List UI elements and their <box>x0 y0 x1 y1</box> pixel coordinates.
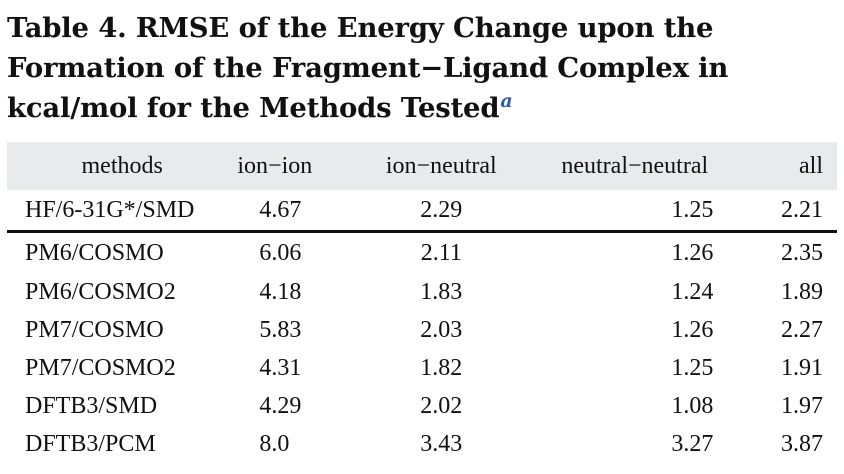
cell-all: 1.91 <box>781 354 823 381</box>
cell-ion-ion: 8.0 <box>259 430 290 457</box>
table-row: HF/6-31G*/SMD 4.67 2.29 1.25 2.21 <box>7 190 837 232</box>
cell-ion-neutral: 2.29 <box>420 196 463 223</box>
table-row: PM6/COSMO 6.06 2.11 1.26 2.35 <box>7 230 837 273</box>
cell-all: 1.97 <box>781 392 823 419</box>
cell-method: PM7/COSMO <box>25 316 164 343</box>
cell-ion-neutral: 2.11 <box>364 230 519 273</box>
cell-neutral-neutral: 1.25 <box>671 354 714 381</box>
cell-all: 1.89 <box>781 278 823 305</box>
cell-ion-neutral: 1.82 <box>420 354 463 381</box>
header-methods: methods <box>81 152 163 179</box>
rmse-table: methods ion−ion ion−neutral neutral−neut… <box>7 142 837 463</box>
caption-text: Table 4. RMSE of the Energy Change upon … <box>7 12 729 124</box>
table-row: DFTB3/SMD 4.29 2.02 1.08 1.97 <box>7 387 837 425</box>
table-header-row: methods ion−ion ion−neutral neutral−neut… <box>7 142 837 190</box>
cell-ion-neutral: 1.83 <box>420 278 463 305</box>
cell-all: 2.27 <box>781 316 823 343</box>
cell-ion-ion: 4.18 <box>259 278 302 305</box>
cell-ion-neutral: 2.03 <box>420 316 463 343</box>
cell-all: 2.21 <box>781 196 823 223</box>
cell-neutral-neutral: 1.26 <box>671 316 714 343</box>
cell-method: HF/6-31G*/SMD <box>25 196 195 223</box>
cell-all: 3.87 <box>781 430 823 457</box>
cell-neutral-neutral: 1.24 <box>671 278 714 305</box>
footnote-link[interactable]: a <box>500 89 513 112</box>
header-neutral-neutral: neutral−neutral <box>561 152 709 179</box>
table-row: PM7/COSMO2 4.31 1.82 1.25 1.91 <box>7 349 837 387</box>
cell-method: DFTB3/SMD <box>25 392 158 419</box>
table-row: PM6/COSMO2 4.18 1.83 1.24 1.89 <box>7 273 837 311</box>
cell-ion-ion: 4.67 <box>259 196 302 223</box>
cell-ion-neutral: 2.02 <box>420 392 463 419</box>
header-ion-ion: ion−ion <box>237 152 313 179</box>
cell-neutral-neutral: 1.08 <box>671 392 714 419</box>
cell-ion-ion: 5.83 <box>259 316 302 343</box>
cell-method: DFTB3/PCM <box>25 430 156 457</box>
cell-neutral-neutral: 3.27 <box>671 430 714 457</box>
table-row: DFTB3/PCM 8.0 3.43 3.27 3.87 <box>7 425 837 463</box>
cell-ion-ion: 4.29 <box>259 392 302 419</box>
cell-ion-ion: 4.31 <box>259 354 302 381</box>
cell-method: PM7/COSMO2 <box>25 354 176 381</box>
cell-ion-ion: 6.06 <box>237 230 365 273</box>
table-row: PM7/COSMO 5.83 2.03 1.26 2.27 <box>7 311 837 349</box>
cell-ion-neutral: 3.43 <box>420 430 463 457</box>
cell-neutral-neutral: 1.25 <box>671 196 714 223</box>
cell-all: 2.35 <box>751 230 837 273</box>
table-caption: Table 4. RMSE of the Energy Change upon … <box>7 8 841 128</box>
header-ion-neutral: ion−neutral <box>385 152 497 179</box>
cell-neutral-neutral: 1.26 <box>518 230 752 273</box>
cell-method: PM6/COSMO2 <box>25 278 176 305</box>
header-all: all <box>799 152 823 179</box>
cell-method: PM6/COSMO <box>7 230 238 273</box>
